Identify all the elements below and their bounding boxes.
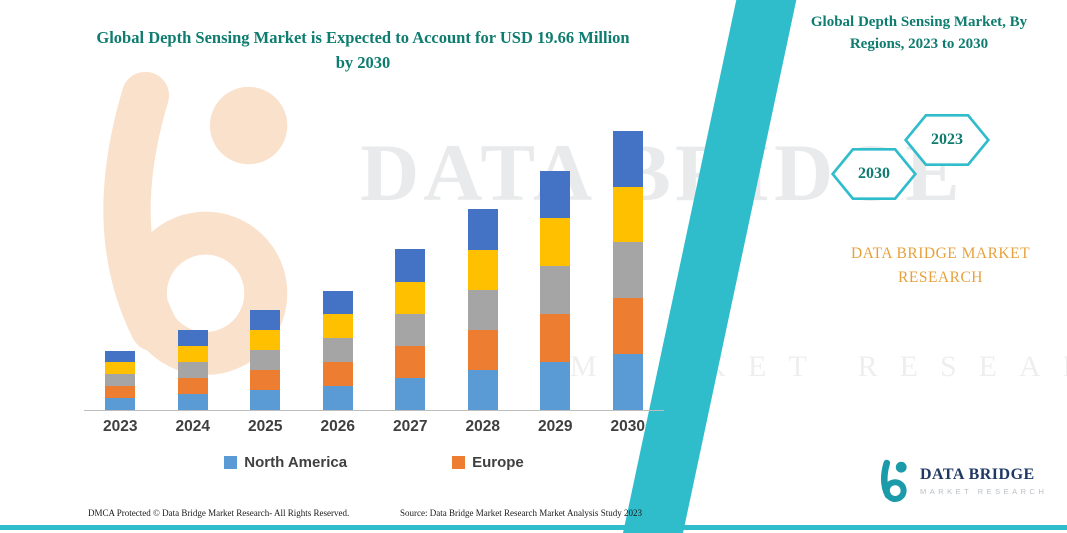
bar-segment-north-america — [250, 390, 281, 410]
bar-segment-north-america — [395, 378, 426, 410]
chart-plot — [84, 125, 664, 411]
bar-segment-series-3 — [250, 350, 281, 370]
bar-segment-europe — [177, 378, 208, 394]
bar-column-2023 — [84, 351, 157, 410]
footer-source-text: Source: Data Bridge Market Research Mark… — [400, 508, 642, 518]
bar-segment-series-5 — [322, 291, 353, 314]
x-axis-label-2026: 2026 — [320, 418, 355, 435]
bar-segment-north-america — [467, 370, 498, 410]
bar-column-2027 — [374, 249, 447, 410]
legend-label-europe: Europe — [472, 454, 524, 471]
stacked-bar-2027 — [395, 249, 426, 410]
x-axis-label-2025: 2025 — [248, 418, 283, 435]
x-axis-labels: 2023 2024 2025 2026 2027 2028 2029 2030 — [84, 418, 664, 436]
bar-column-2026 — [302, 291, 375, 410]
x-axis-label-2023: 2023 — [103, 418, 138, 435]
footer-dmca-text: DMCA Protected © Data Bridge Market Rese… — [88, 508, 350, 518]
bar-segment-north-america — [540, 362, 571, 410]
bar-column-2028 — [447, 209, 520, 410]
bar-segment-europe — [612, 298, 643, 354]
bar-segment-series-4 — [105, 362, 136, 374]
bar-segment-series-4 — [177, 346, 208, 362]
bar-segment-series-5 — [612, 131, 643, 187]
hexagon-year-label: 2023 — [931, 131, 963, 148]
legend-swatch-europe — [452, 456, 466, 469]
bottom-accent-rule — [0, 525, 1067, 530]
stacked-bar-2025 — [250, 310, 281, 410]
bar-segment-series-4 — [322, 314, 353, 338]
bar-segment-series-5 — [467, 209, 498, 250]
bar-segment-north-america — [322, 386, 353, 410]
bar-segment-series-4 — [467, 250, 498, 290]
bar-segment-series-3 — [395, 314, 426, 346]
bar-segment-europe — [105, 386, 136, 398]
legend-label-north-america: North America — [244, 454, 348, 471]
bar-segment-series-4 — [612, 187, 643, 242]
legend-swatch-north-america — [224, 456, 238, 469]
bar-segment-north-america — [612, 354, 643, 410]
bar-segment-north-america — [177, 394, 208, 410]
x-axis-label-2027: 2027 — [393, 418, 428, 435]
stacked-bar-2023 — [105, 351, 136, 410]
x-axis-label-2028: 2028 — [465, 418, 500, 435]
bar-segment-europe — [395, 346, 426, 378]
hexagon-outline-icon — [903, 114, 991, 166]
bar-segment-europe — [322, 362, 353, 386]
bar-segment-series-4 — [395, 282, 426, 314]
stacked-bar-2029 — [540, 171, 571, 410]
hexagon-badge-2023: 2023 — [903, 112, 991, 168]
stacked-bar-2030 — [612, 131, 643, 410]
logo-text-block: DATA BRIDGE MARKET RESEARCH — [920, 466, 1047, 496]
legend-item-north-america: North America — [224, 454, 347, 471]
bar-segment-north-america — [105, 398, 136, 410]
bar-column-2025 — [229, 310, 302, 410]
bar-segment-series-3 — [467, 290, 498, 330]
data-bridge-logo-icon — [880, 459, 907, 502]
x-axis-label-2024: 2024 — [175, 418, 210, 435]
x-axis-label-2029: 2029 — [538, 418, 573, 435]
stacked-bar-2028 — [467, 209, 498, 410]
bar-segment-series-4 — [250, 330, 281, 350]
bar-segment-series-5 — [250, 310, 281, 330]
hexagon-year-label: 2030 — [858, 165, 890, 182]
bar-segment-series-5 — [177, 330, 208, 346]
bar-segment-europe — [467, 330, 498, 370]
chart-title: Global Depth Sensing Market is Expected … — [96, 28, 630, 72]
bar-column-2029 — [519, 171, 592, 410]
hexagon-outline-icon — [830, 148, 918, 200]
legend-item-europe: Europe — [452, 454, 524, 471]
logo-subtitle: MARKET RESEARCH — [920, 487, 1048, 496]
bar-segment-series-3 — [612, 242, 643, 298]
bar-segment-series-4 — [540, 218, 571, 266]
data-bridge-logo: DATA BRIDGE MARKET RESEARCH — [876, 458, 1047, 504]
bar-column-2024 — [157, 330, 230, 410]
watermark-text-secondary: MARKET RESEARCH — [570, 350, 1067, 383]
bar-segment-europe — [540, 314, 571, 362]
bar-segment-series-3 — [105, 374, 136, 386]
bar-segment-series-3 — [540, 266, 571, 314]
bar-segment-series-5 — [395, 249, 426, 282]
bar-segment-series-5 — [105, 351, 136, 362]
bar-segment-series-3 — [177, 362, 208, 378]
side-panel-heading: Global Depth Sensing Market, By Regions,… — [810, 14, 1028, 52]
chart-legend: North America Europe — [84, 454, 664, 471]
x-axis-label-2030: 2030 — [610, 418, 645, 435]
bar-segment-europe — [250, 370, 281, 390]
logo-title: DATA BRIDGE — [920, 466, 1035, 483]
stacked-bar-2024 — [177, 330, 208, 410]
bar-segment-series-5 — [540, 171, 571, 218]
stacked-bar-2026 — [322, 291, 353, 410]
bar-column-2030 — [592, 131, 665, 410]
bar-segment-series-3 — [322, 338, 353, 362]
brand-caption: DATA BRIDGE MARKET RESEARCH — [850, 245, 1031, 287]
hexagon-badge-2030: 2030 — [830, 146, 918, 202]
